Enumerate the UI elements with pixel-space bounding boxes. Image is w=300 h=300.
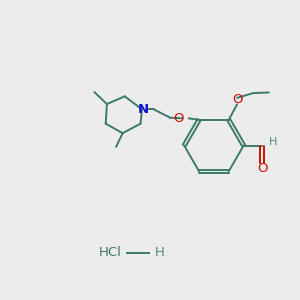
Text: O: O [257,162,267,175]
Text: N: N [138,103,149,116]
Text: HCl: HCl [99,246,122,259]
Text: O: O [173,112,183,125]
Text: H: H [268,137,277,147]
Text: O: O [232,93,243,106]
Text: H: H [154,246,164,259]
